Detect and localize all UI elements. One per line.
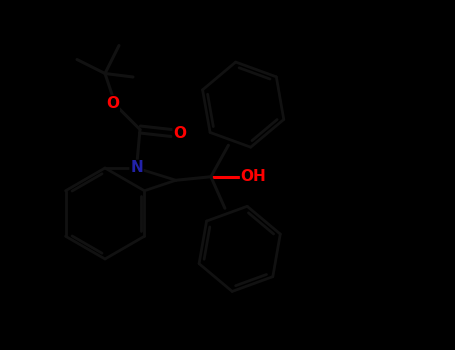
Text: O: O [173, 126, 186, 140]
Text: N: N [130, 161, 143, 175]
Text: O: O [106, 96, 119, 111]
Text: OH: OH [241, 169, 267, 184]
